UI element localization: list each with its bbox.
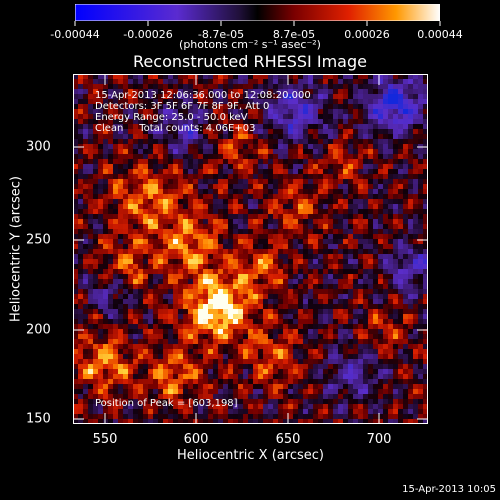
y-tick-label: 250 bbox=[26, 232, 51, 248]
rhessi-image-map bbox=[73, 74, 428, 424]
timestamp-footer: 15-Apr-2013 10:05 bbox=[402, 484, 496, 495]
x-tick-label: 700 bbox=[366, 432, 392, 447]
info-energy-range: Energy Range: 25.0 - 50.0 keV bbox=[95, 112, 248, 123]
x-tick-label: 550 bbox=[92, 432, 118, 447]
colorbar-tick-label: -8.7e-05 bbox=[197, 28, 245, 41]
colorbar-tick-label: 0.00044 bbox=[417, 28, 463, 41]
colorbar-tick-label: -0.00026 bbox=[123, 28, 173, 41]
colorbar bbox=[75, 4, 440, 21]
info-time-range: 15-Apr-2013 12:06:36.000 to 12:08:20.000 bbox=[95, 90, 311, 101]
colorbar-tick-label: -0.00044 bbox=[50, 28, 100, 41]
colorbar-tick-label: 0.00026 bbox=[344, 28, 390, 41]
info-method-counts: Clean Total counts: 4.06E+03 bbox=[95, 123, 256, 134]
x-axis-label: Heliocentric X (arcsec) bbox=[177, 448, 324, 463]
peak-position-label: Position of Peak = [603,198] bbox=[95, 398, 238, 409]
y-tick-label: 150 bbox=[26, 411, 51, 427]
image-plot-area bbox=[73, 74, 428, 424]
colorbar-tick-marks bbox=[74, 21, 441, 26]
plot-title: Reconstructed RHESSI Image bbox=[133, 52, 367, 71]
y-tick-label: 300 bbox=[26, 139, 51, 155]
x-tick-label: 650 bbox=[275, 432, 301, 447]
colorbar-units: (photons cm⁻² s⁻¹ asec⁻²) bbox=[179, 38, 321, 51]
y-axis-label: Heliocentric Y (arcsec) bbox=[8, 176, 24, 322]
info-detectors: Detectors: 3F 5F 6F 7F 8F 9F, Att 0 bbox=[95, 101, 270, 112]
colorbar-tick-label: 8.7e-05 bbox=[272, 28, 316, 41]
x-tick-label: 600 bbox=[183, 432, 209, 447]
y-tick-label: 200 bbox=[26, 322, 51, 338]
